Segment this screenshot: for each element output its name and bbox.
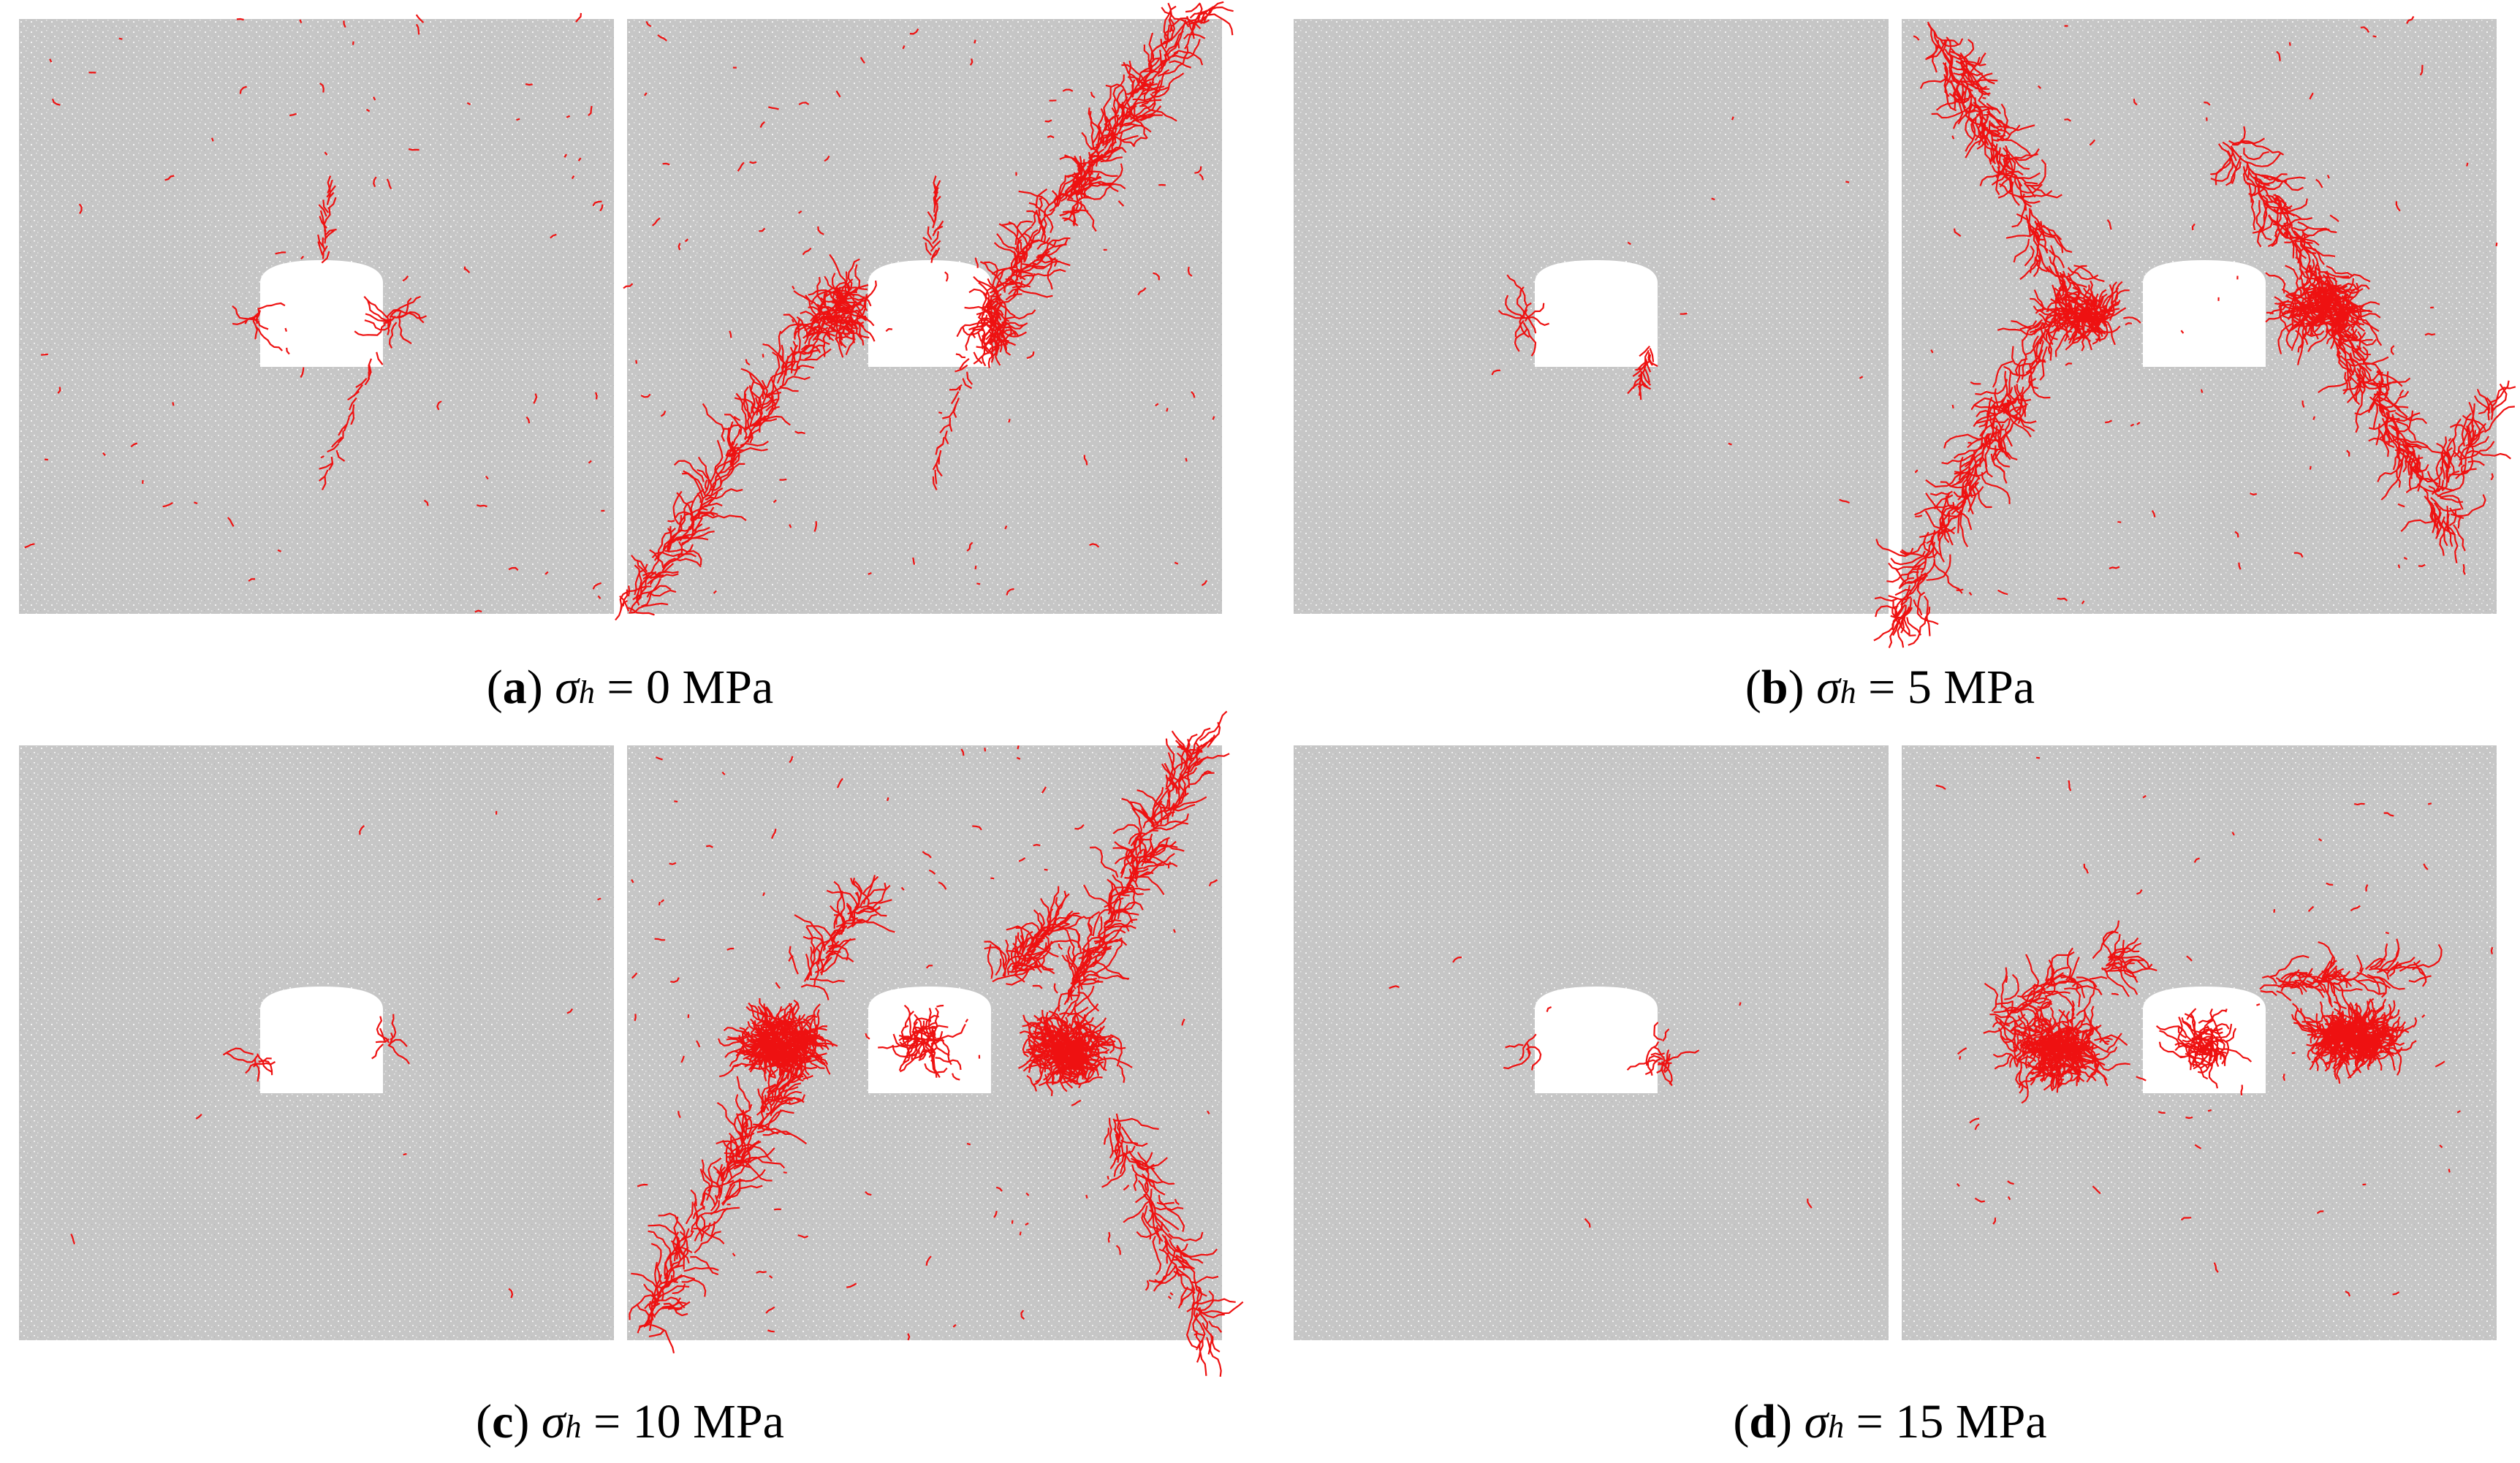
caption-run: h (565, 1409, 582, 1445)
model-image (19, 12, 614, 614)
crack-pattern (1491, 116, 1864, 504)
tunnel-opening (1535, 260, 1658, 367)
caption-run: ) (1776, 1395, 1804, 1448)
model-image (627, 710, 1244, 1378)
crack-pattern (1389, 956, 1813, 1228)
caption-run: h (1840, 674, 1856, 710)
tunnel-opening (1535, 987, 1658, 1093)
crack-pattern (1935, 756, 2494, 1297)
tunnel-opening (2143, 260, 2266, 367)
tunnel-opening (868, 260, 991, 367)
caption-run: = 0 MPa (594, 661, 774, 714)
caption-run: d (1749, 1395, 1777, 1448)
caption-run: σ (1816, 661, 1840, 714)
caption-run: = 15 MPa (1844, 1395, 2047, 1448)
caption-a: (a) σh = 0 MPa (0, 664, 1260, 712)
model-image (1873, 15, 2516, 648)
crack-pattern (1873, 15, 2516, 648)
model-image (1294, 745, 1889, 1340)
caption-run: = 5 MPa (1856, 661, 2035, 714)
tunnel-opening (260, 260, 383, 367)
caption-b: (b) σh = 5 MPa (1260, 664, 2520, 712)
caption-run: ) (513, 1395, 542, 1448)
model-image (1294, 19, 1889, 614)
caption-run: ) (1788, 661, 1817, 714)
caption-run: ( (486, 661, 503, 714)
caption-run: b (1761, 661, 1788, 714)
crack-pattern (629, 710, 1244, 1378)
caption-run: a (502, 661, 527, 714)
model-image (615, 1, 1234, 621)
crack-pattern (615, 1, 1234, 621)
model-image (19, 745, 614, 1340)
caption-run: h (578, 674, 595, 710)
model-image (1902, 745, 2497, 1340)
caption-run: h (1828, 1409, 1845, 1445)
caption-run: = 10 MPa (581, 1395, 784, 1448)
caption-d: (d) σh = 15 MPa (1260, 1398, 2520, 1446)
caption-run: σ (555, 661, 579, 714)
caption-c: (c) σh = 10 MPa (0, 1398, 1260, 1446)
caption-run: ( (1733, 1395, 1750, 1448)
caption-run: ) (526, 661, 555, 714)
caption-run: σ (541, 1395, 566, 1448)
crack-pattern (70, 810, 601, 1299)
caption-run: ( (1745, 661, 1761, 714)
tunnel-opening (260, 987, 383, 1093)
caption-run: ( (476, 1395, 493, 1448)
caption-run: σ (1804, 1395, 1829, 1448)
crack-pattern (24, 12, 605, 613)
caption-run: c (492, 1395, 514, 1448)
